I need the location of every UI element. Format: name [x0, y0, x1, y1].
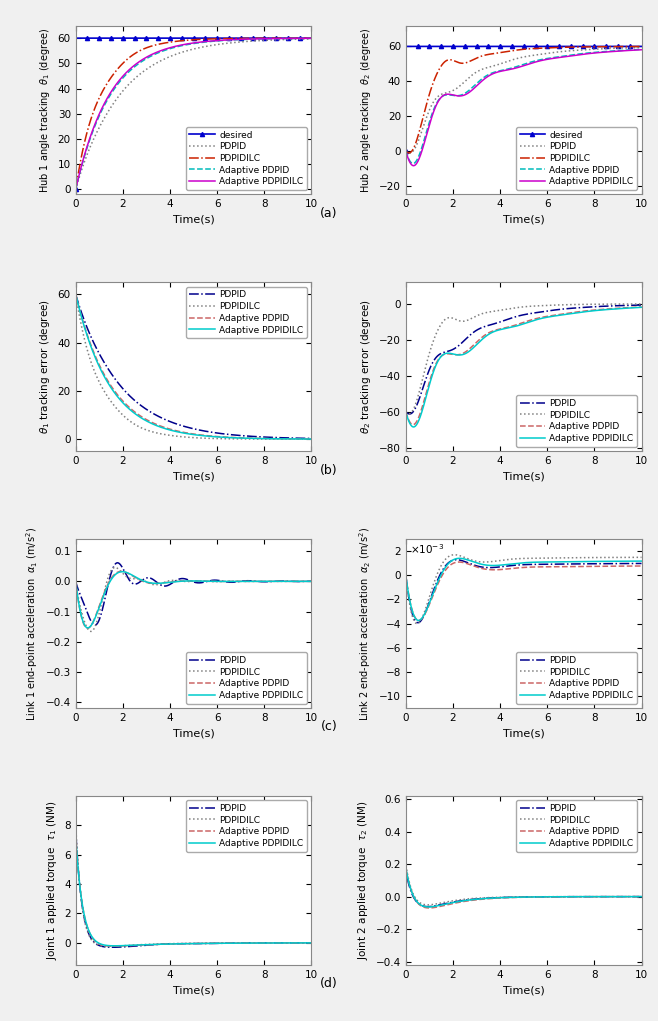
- Text: (b): (b): [320, 464, 338, 477]
- X-axis label: Time(s): Time(s): [503, 985, 545, 995]
- Text: (d): (d): [320, 977, 338, 990]
- X-axis label: Time(s): Time(s): [172, 214, 215, 225]
- Legend: desired, PDPID, PDPIDILC, Adaptive PDPID, Adaptive PDPIDILC: desired, PDPID, PDPIDILC, Adaptive PDPID…: [516, 127, 637, 190]
- Legend: desired, PDPID, PDPIDILC, Adaptive PDPID, Adaptive PDPIDILC: desired, PDPID, PDPIDILC, Adaptive PDPID…: [186, 127, 307, 190]
- X-axis label: Time(s): Time(s): [172, 472, 215, 482]
- Legend: PDPID, PDPIDILC, Adaptive PDPID, Adaptive PDPIDILC: PDPID, PDPIDILC, Adaptive PDPID, Adaptiv…: [186, 287, 307, 338]
- X-axis label: Time(s): Time(s): [503, 472, 545, 482]
- X-axis label: Time(s): Time(s): [503, 214, 545, 225]
- X-axis label: Time(s): Time(s): [172, 728, 215, 738]
- Text: (a): (a): [320, 206, 338, 220]
- Legend: PDPID, PDPIDILC, Adaptive PDPID, Adaptive PDPIDILC: PDPID, PDPIDILC, Adaptive PDPID, Adaptiv…: [516, 652, 637, 703]
- X-axis label: Time(s): Time(s): [503, 728, 545, 738]
- Legend: PDPID, PDPIDILC, Adaptive PDPID, Adaptive PDPIDILC: PDPID, PDPIDILC, Adaptive PDPID, Adaptiv…: [516, 800, 637, 852]
- Y-axis label: Hub 2 angle tracking  $\theta_2$ (degree): Hub 2 angle tracking $\theta_2$ (degree): [359, 28, 374, 193]
- Y-axis label: Joint 2 applied torque  $\tau_2$ (NM): Joint 2 applied torque $\tau_2$ (NM): [356, 800, 370, 960]
- Text: (c): (c): [320, 720, 338, 733]
- X-axis label: Time(s): Time(s): [172, 985, 215, 995]
- Y-axis label: Hub 1 angle tracking  $\theta_1$ (degree): Hub 1 angle tracking $\theta_1$ (degree): [38, 28, 52, 193]
- Y-axis label: Joint 1 applied torque  $\tau_1$ (NM): Joint 1 applied torque $\tau_1$ (NM): [45, 800, 59, 960]
- Y-axis label: $\theta_1$ tracking error (degree): $\theta_1$ tracking error (degree): [38, 299, 52, 434]
- Text: $\times 10^{-3}$: $\times 10^{-3}$: [411, 542, 445, 556]
- Legend: PDPID, PDPIDILC, Adaptive PDPID, Adaptive PDPIDILC: PDPID, PDPIDILC, Adaptive PDPID, Adaptiv…: [516, 395, 637, 447]
- Legend: PDPID, PDPIDILC, Adaptive PDPID, Adaptive PDPIDILC: PDPID, PDPIDILC, Adaptive PDPID, Adaptiv…: [186, 800, 307, 852]
- Y-axis label: Link 2 end-point acceleration  $\alpha_2$ (m/s$^2$): Link 2 end-point acceleration $\alpha_2$…: [358, 527, 374, 721]
- Y-axis label: $\theta_2$ tracking error (degree): $\theta_2$ tracking error (degree): [359, 299, 374, 434]
- Legend: PDPID, PDPIDILC, Adaptive PDPID, Adaptive PDPIDILC: PDPID, PDPIDILC, Adaptive PDPID, Adaptiv…: [186, 652, 307, 703]
- Y-axis label: Link 1 end-point acceleration  $\alpha_1$ (m/s$^2$): Link 1 end-point acceleration $\alpha_1$…: [24, 527, 40, 721]
